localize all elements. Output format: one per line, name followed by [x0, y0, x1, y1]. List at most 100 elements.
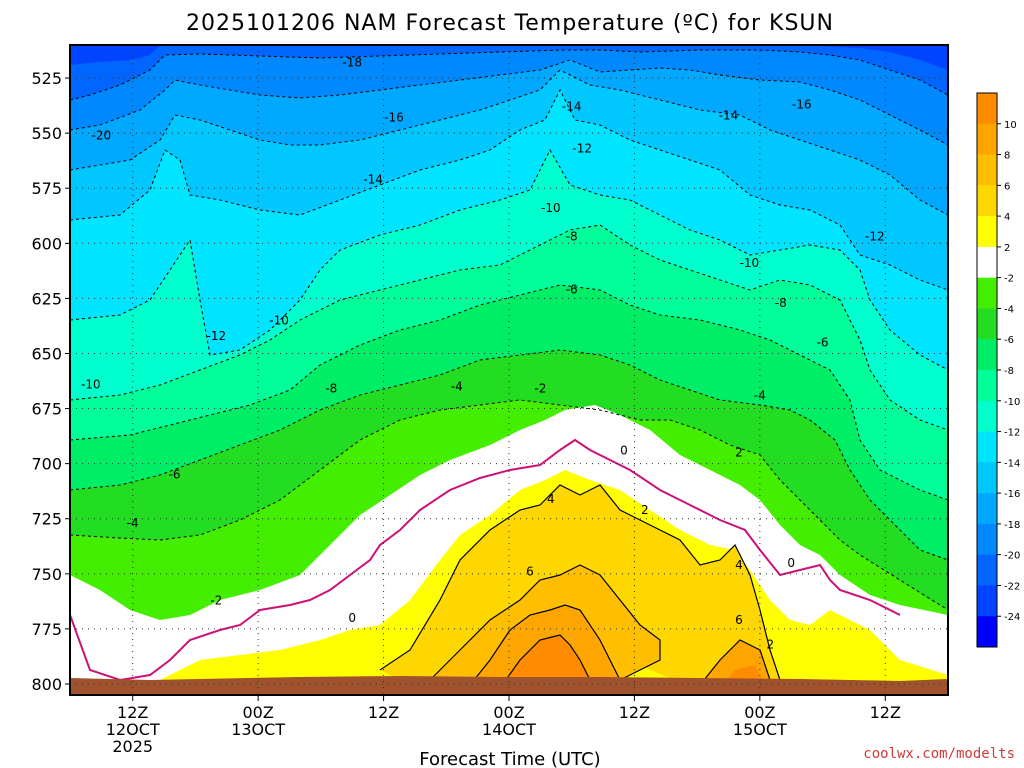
x-tick-label: 12OCT: [106, 720, 160, 739]
contour-label: 6: [735, 613, 743, 627]
band-minus18: [70, 45, 948, 145]
credit-link[interactable]: coolwx.com/modelts: [863, 746, 1015, 762]
colorbar-tick-label: -10: [1004, 397, 1020, 408]
contour-label: -12: [207, 329, 227, 343]
x-tick-label: 00Z: [744, 703, 775, 722]
colorbar-tick-label: -6: [1004, 335, 1014, 346]
x-tick-label: 12Z: [368, 703, 399, 722]
x-tick-label: 12Z: [870, 703, 901, 722]
negative-isotherms: [70, 49, 948, 611]
x-tick-label: 2025: [112, 737, 153, 756]
contour-label: -14: [719, 109, 739, 123]
contour-label: 6: [526, 565, 534, 579]
contour-labels: -18-16-20-14-14-14-16-12-10-8 -12-10-6-8-…: [81, 56, 885, 652]
contour-label: -4: [451, 380, 463, 394]
colorbar-tick-label: 8: [1004, 151, 1010, 162]
contour-label: 2: [641, 503, 649, 517]
colorbar-swatch: [977, 154, 997, 186]
colorbar-swatch: [977, 462, 997, 494]
colorbar-tick-label: -14: [1004, 458, 1020, 469]
colorbar-swatch: [977, 431, 997, 463]
y-tick-label: 800: [31, 675, 62, 694]
colorbar-tick-label: -22: [1004, 581, 1020, 592]
contour-label: -10: [541, 201, 561, 215]
contour-label: -16: [384, 111, 404, 125]
x-tick-label: 15OCT: [733, 720, 787, 739]
contour-label: -14: [562, 100, 582, 114]
contour-label: -4: [754, 388, 766, 402]
y-axis: 525 550 575 600 625 650 675 700 725 750 775 800: [31, 69, 70, 694]
y-tick-label: 550: [31, 124, 62, 143]
contour-label: -8: [775, 296, 787, 310]
contour-label: -8: [566, 230, 578, 244]
colorbar-swatch: [977, 277, 997, 309]
y-tick-label: 700: [31, 455, 62, 474]
colorbar-tick-label: -18: [1004, 520, 1020, 531]
colorbar: 10 8 6 4 2 -2 -4 -6 -8 -10 -12 -14 -16 -18 -20 -22 -24: [976, 92, 1020, 648]
contour-label: 4: [735, 558, 743, 572]
contour-label: 2: [766, 637, 774, 651]
plot-frame: [69, 44, 949, 696]
y-tick-label: 750: [31, 565, 62, 584]
colorbar-tick-label: -12: [1004, 428, 1020, 439]
colorbar-swatch: [977, 123, 997, 156]
contour-label: -10: [81, 377, 101, 391]
positive-isotherms: [379, 484, 781, 689]
chart-title: 2025101206 NAM Forecast Temperature (ºC)…: [186, 11, 834, 36]
contour-label: -12: [865, 230, 885, 244]
colorbar-swatch: [977, 370, 997, 402]
contour-label: -10: [740, 256, 760, 270]
x-tick-label: 12Z: [117, 703, 148, 722]
y-tick-label: 600: [31, 234, 62, 253]
contour-label: -2: [534, 382, 546, 396]
colorbar-swatch: [977, 400, 997, 433]
colorbar-tick-label: 4: [1004, 212, 1010, 223]
y-tick-label: 775: [31, 620, 62, 639]
colorbar-tick-label: -20: [1004, 551, 1020, 562]
colorbar-tick-label: -2: [1004, 274, 1014, 285]
colorbar-swatch: [977, 523, 997, 556]
contour-label: -14: [363, 172, 383, 186]
contour-label: -12: [572, 142, 592, 156]
contour-label: -10: [269, 313, 289, 327]
contour-label: -8: [325, 382, 337, 396]
y-tick-label: 675: [31, 400, 62, 419]
colorbar-tick-label: 10: [1004, 120, 1017, 131]
colorbar-swatch: [977, 585, 997, 617]
colorbar-swatch: [977, 308, 997, 340]
colorbar-swatch: [977, 339, 997, 371]
colorbar-tick-label: 6: [1004, 181, 1010, 192]
band-8: [500, 635, 765, 690]
contour-label: 0: [348, 611, 356, 625]
contour-label: -2: [210, 593, 222, 607]
colorbar-tick-label: -4: [1004, 304, 1014, 315]
contour-label: -6: [169, 468, 181, 482]
colorbar-swatch: [977, 493, 997, 525]
y-tick-label: 725: [31, 510, 62, 529]
y-tick-label: 525: [31, 69, 62, 88]
contour-label: -6: [566, 283, 578, 297]
colorbar-tick-label: 2: [1004, 243, 1010, 254]
x-tick-label: 14OCT: [482, 720, 536, 739]
colorbar-swatch: [977, 93, 997, 125]
x-tick-label: 00Z: [242, 703, 273, 722]
zero-degree-line: [70, 438, 901, 682]
contour-label: 4: [547, 492, 555, 506]
band-minus20: [70, 45, 948, 100]
contour-label: -6: [817, 335, 829, 349]
colorbar-swatch: [977, 216, 997, 248]
contour-label: 0: [620, 443, 628, 457]
terrain: [70, 676, 948, 695]
temperature-field: [70, 45, 948, 695]
x-tick-label: 12Z: [619, 703, 650, 722]
x-axis-label: Forecast Time (UTC): [419, 749, 600, 768]
y-tick-label: 625: [31, 289, 62, 308]
contour-label: -20: [92, 128, 112, 142]
colorbar-swatch: [977, 616, 997, 648]
contour-label: -18: [342, 56, 362, 70]
colorbar-swatch: [977, 554, 997, 586]
colorbar-tick-label: -16: [1004, 489, 1020, 500]
colorbar-tick-label: -24: [1004, 612, 1020, 623]
